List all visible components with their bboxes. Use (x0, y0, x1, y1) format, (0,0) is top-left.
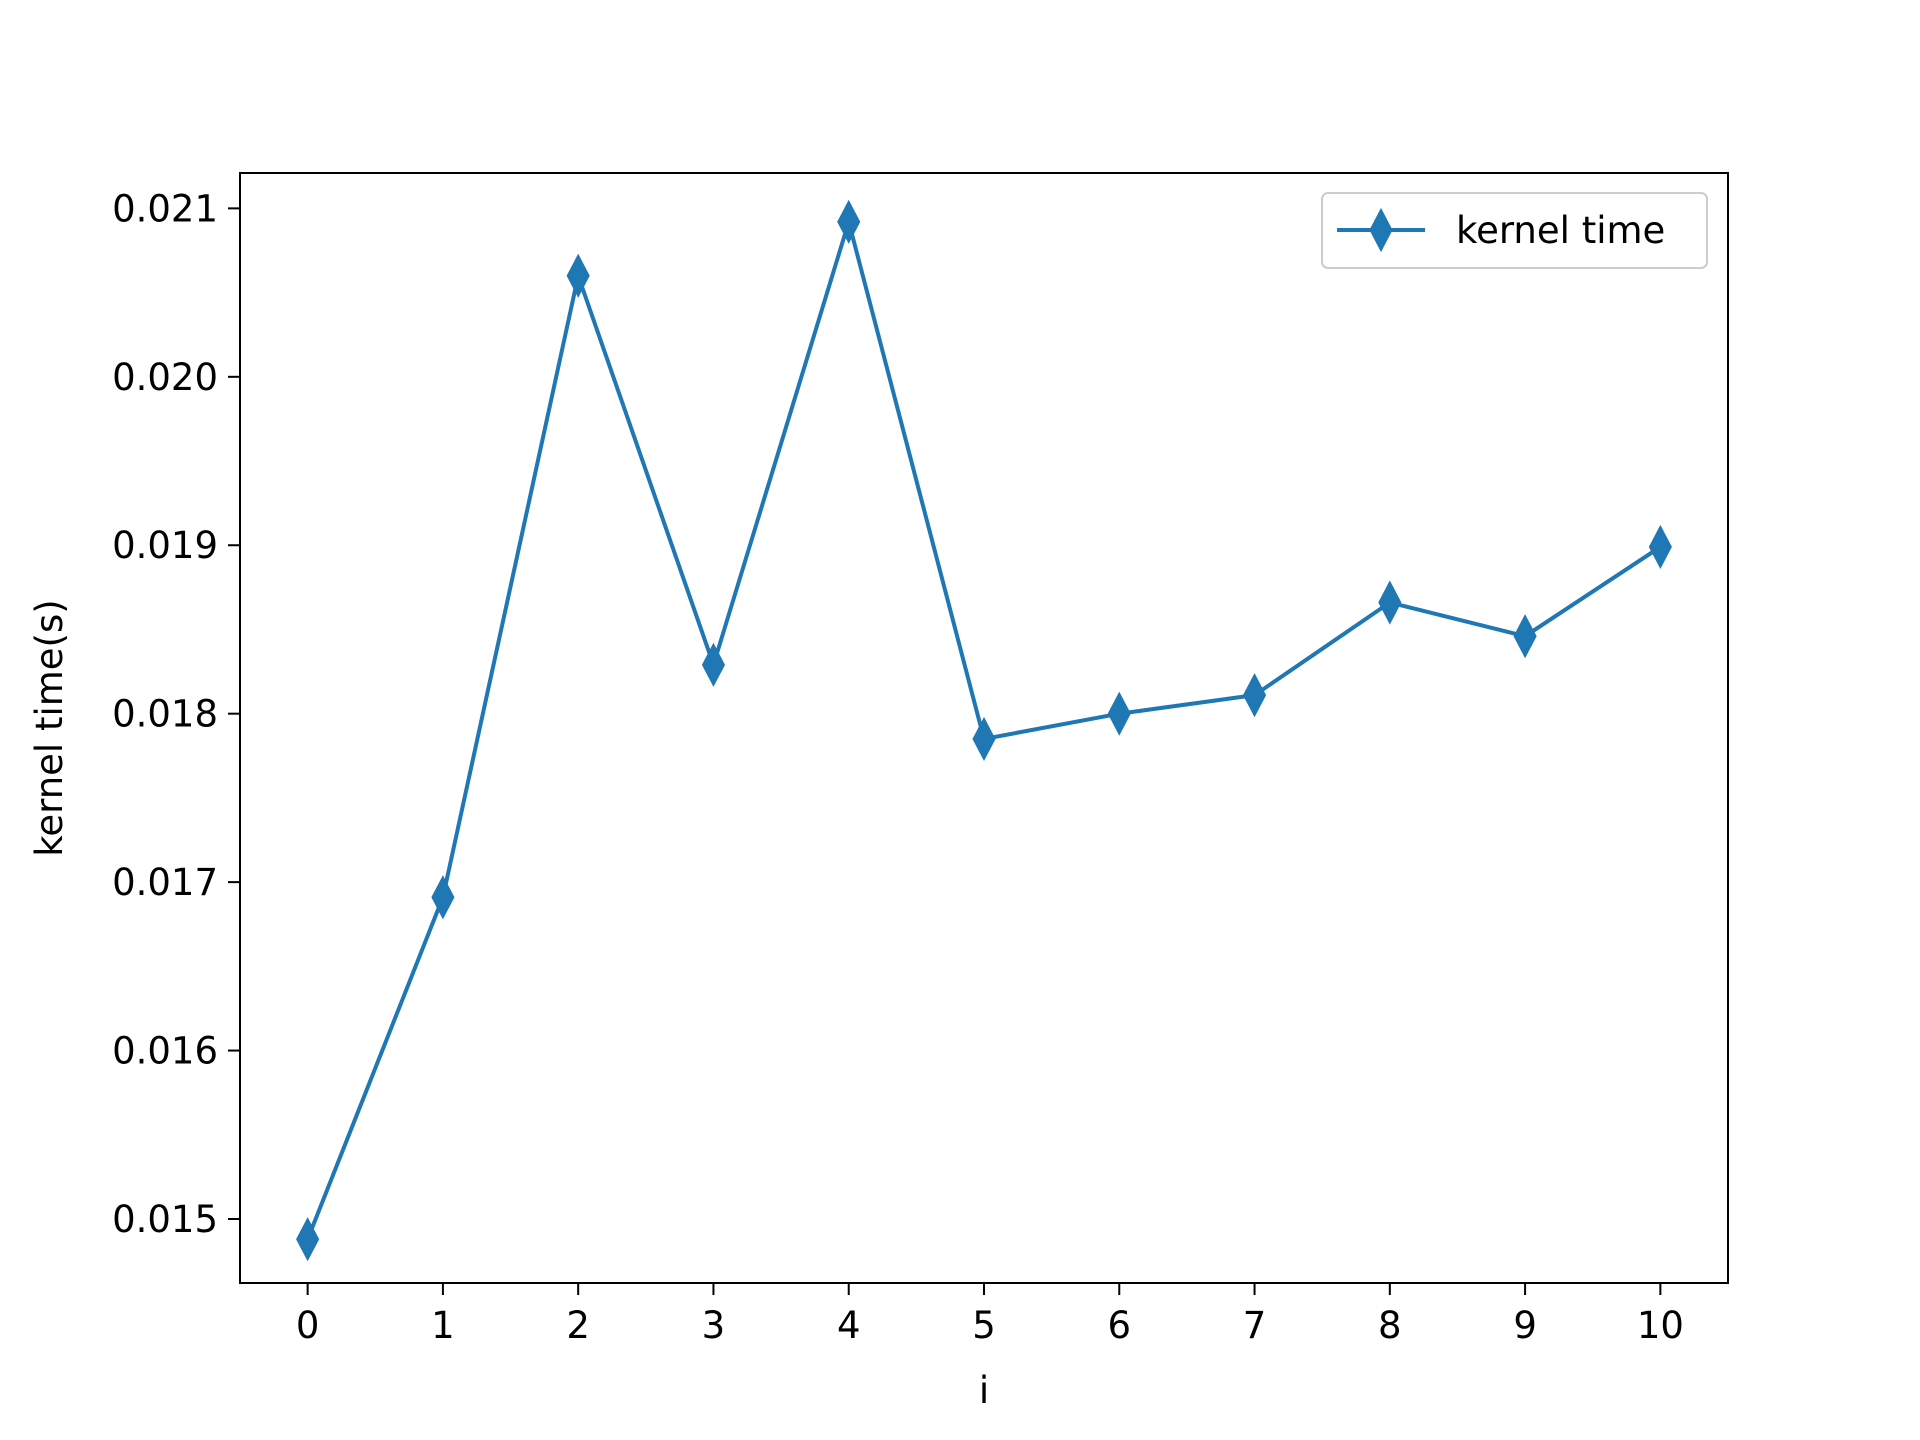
data-point-marker (701, 642, 726, 687)
data-point-marker (1107, 691, 1131, 736)
x-tick-label: 5 (972, 1304, 996, 1347)
y-tick-label: 0.016 (112, 1030, 218, 1073)
legend-label: kernel time (1456, 209, 1665, 252)
x-tick-label: 3 (702, 1304, 726, 1347)
x-tick-label: 10 (1637, 1304, 1684, 1347)
data-point-marker (1648, 524, 1672, 570)
legend-diamond-marker (1369, 207, 1393, 253)
x-tick-label: 6 (1107, 1304, 1131, 1347)
x-axis-label: i (979, 1369, 989, 1412)
data-point-marker (972, 716, 996, 762)
y-axis-label: kernel time(s) (28, 599, 71, 856)
legend-box (1321, 192, 1708, 269)
y-tick-label: 0.021 (112, 187, 218, 230)
x-tick-label: 2 (566, 1304, 590, 1347)
y-tick-label: 0.019 (112, 524, 218, 567)
data-point-marker (431, 875, 455, 920)
y-axis-ticks: 0.015 0.016 0.017 0.018 0.019 0.020 0.021 (112, 187, 240, 1241)
x-tick-label: 1 (431, 1304, 455, 1347)
y-tick-label: 0.015 (112, 1198, 218, 1241)
x-axis-ticks: 0 1 2 3 4 5 6 7 8 9 10 (296, 1283, 1684, 1347)
data-point-marker (837, 199, 861, 244)
x-tick-label: 8 (1378, 1304, 1402, 1347)
series-layer (296, 199, 1672, 1262)
y-tick-label: 0.020 (112, 356, 218, 399)
data-point-marker (566, 253, 590, 298)
x-tick-label: 0 (296, 1304, 320, 1347)
data-point-marker (296, 1217, 320, 1262)
x-tick-label: 7 (1243, 1304, 1267, 1347)
legend: kernel time (1321, 192, 1708, 269)
data-point-marker (1513, 614, 1537, 659)
data-point-marker (1242, 673, 1267, 718)
y-tick-label: 0.018 (112, 693, 218, 736)
x-tick-label: 9 (1513, 1304, 1537, 1347)
axes-frame (239, 172, 1729, 1284)
x-tick-label: 4 (837, 1304, 861, 1347)
data-point-marker (1378, 580, 1402, 625)
y-tick-label: 0.017 (112, 861, 218, 904)
